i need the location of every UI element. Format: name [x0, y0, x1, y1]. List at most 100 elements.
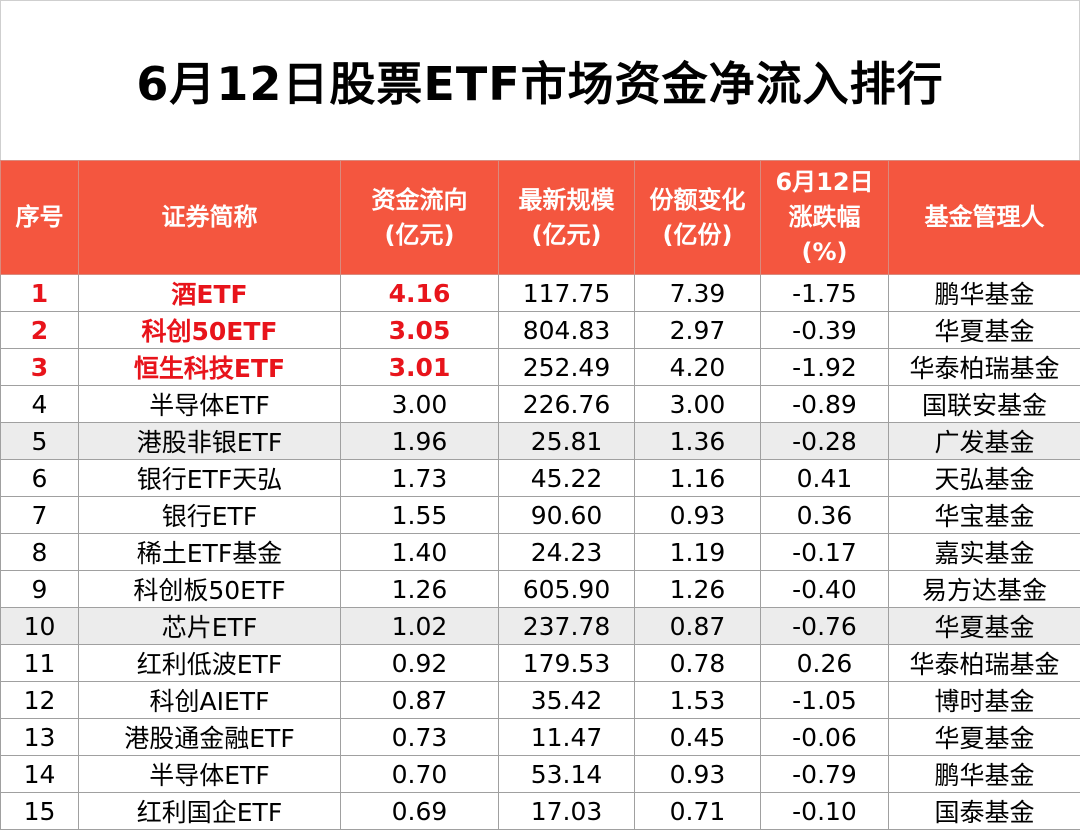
flow-cell: 1.40 — [341, 534, 499, 571]
name-cell: 科创50ETF — [79, 312, 341, 349]
manager-cell: 嘉实基金 — [889, 534, 1080, 571]
flow-cell: 0.69 — [341, 793, 499, 830]
pct-change-cell: -1.05 — [761, 682, 889, 719]
pct-change-cell: -0.06 — [761, 719, 889, 756]
share-change-cell: 2.97 — [635, 312, 761, 349]
flow-cell: 4.16 — [341, 275, 499, 312]
share-change-cell: 1.16 — [635, 460, 761, 497]
name-cell: 酒ETF — [79, 275, 341, 312]
pct-change-cell: -0.39 — [761, 312, 889, 349]
rank-cell: 11 — [1, 645, 79, 682]
flow-cell: 1.73 — [341, 460, 499, 497]
flow-cell: 1.26 — [341, 571, 499, 608]
header-share-change: 份额变化 (亿份) — [635, 161, 761, 275]
scale-cell: 90.60 — [499, 497, 635, 534]
manager-cell: 广发基金 — [889, 423, 1080, 460]
flow-cell: 3.01 — [341, 349, 499, 386]
pct-change-cell: -0.76 — [761, 608, 889, 645]
manager-cell: 鹏华基金 — [889, 275, 1080, 312]
scale-cell: 24.23 — [499, 534, 635, 571]
share-change-cell: 1.36 — [635, 423, 761, 460]
rank-cell: 9 — [1, 571, 79, 608]
flow-cell: 1.55 — [341, 497, 499, 534]
title-bar: 6月12日股票ETF市场资金净流入排行 — [0, 0, 1080, 160]
share-change-cell: 0.78 — [635, 645, 761, 682]
flow-cell: 0.73 — [341, 719, 499, 756]
manager-cell: 华宝基金 — [889, 497, 1080, 534]
name-cell: 红利国企ETF — [79, 793, 341, 830]
header-pct-change: 6月12日 涨跌幅 (%) — [761, 161, 889, 275]
share-change-cell: 0.45 — [635, 719, 761, 756]
pct-change-cell: -0.10 — [761, 793, 889, 830]
scale-cell: 226.76 — [499, 386, 635, 423]
manager-cell: 易方达基金 — [889, 571, 1080, 608]
manager-cell: 博时基金 — [889, 682, 1080, 719]
manager-cell: 鹏华基金 — [889, 756, 1080, 793]
pct-change-cell: -0.28 — [761, 423, 889, 460]
flow-cell: 1.96 — [341, 423, 499, 460]
share-change-cell: 1.19 — [635, 534, 761, 571]
pct-change-cell: -1.92 — [761, 349, 889, 386]
manager-cell: 天弘基金 — [889, 460, 1080, 497]
flow-cell: 0.70 — [341, 756, 499, 793]
rank-cell: 12 — [1, 682, 79, 719]
scale-cell: 45.22 — [499, 460, 635, 497]
share-change-cell: 7.39 — [635, 275, 761, 312]
rank-cell: 7 — [1, 497, 79, 534]
name-cell: 红利低波ETF — [79, 645, 341, 682]
name-cell: 银行ETF天弘 — [79, 460, 341, 497]
share-change-cell: 1.26 — [635, 571, 761, 608]
scale-cell: 53.14 — [499, 756, 635, 793]
scale-cell: 605.90 — [499, 571, 635, 608]
name-cell: 港股通金融ETF — [79, 719, 341, 756]
header-manager: 基金管理人 — [889, 161, 1080, 275]
name-cell: 科创AIETF — [79, 682, 341, 719]
name-cell: 芯片ETF — [79, 608, 341, 645]
name-cell: 半导体ETF — [79, 386, 341, 423]
share-change-cell: 0.93 — [635, 756, 761, 793]
header-flow: 资金流向 (亿元) — [341, 161, 499, 275]
scale-cell: 252.49 — [499, 349, 635, 386]
rank-cell: 13 — [1, 719, 79, 756]
flow-cell: 0.87 — [341, 682, 499, 719]
scale-cell: 17.03 — [499, 793, 635, 830]
share-change-cell: 0.87 — [635, 608, 761, 645]
scale-cell: 11.47 — [499, 719, 635, 756]
manager-cell: 国泰基金 — [889, 793, 1080, 830]
rank-cell: 4 — [1, 386, 79, 423]
scale-cell: 25.81 — [499, 423, 635, 460]
rank-cell: 2 — [1, 312, 79, 349]
name-cell: 恒生科技ETF — [79, 349, 341, 386]
pct-change-cell: -0.79 — [761, 756, 889, 793]
header-scale: 最新规模 (亿元) — [499, 161, 635, 275]
table-header-row: 序号 证券简称 资金流向 (亿元) 最新规模 (亿元) 份额变化 (亿份) 6月… — [1, 161, 1080, 275]
name-cell: 半导体ETF — [79, 756, 341, 793]
share-change-cell: 0.71 — [635, 793, 761, 830]
scale-cell: 179.53 — [499, 645, 635, 682]
rank-cell: 5 — [1, 423, 79, 460]
rank-cell: 15 — [1, 793, 79, 830]
flow-cell: 0.92 — [341, 645, 499, 682]
scale-cell: 35.42 — [499, 682, 635, 719]
header-rank: 序号 — [1, 161, 79, 275]
scale-cell: 117.75 — [499, 275, 635, 312]
page-title: 6月12日股票ETF市场资金净流入排行 — [136, 48, 943, 114]
pct-change-cell: -0.40 — [761, 571, 889, 608]
pct-change-cell: -0.17 — [761, 534, 889, 571]
scale-cell: 804.83 — [499, 312, 635, 349]
manager-cell: 华夏基金 — [889, 312, 1080, 349]
header-name: 证券简称 — [79, 161, 341, 275]
name-cell: 银行ETF — [79, 497, 341, 534]
name-cell: 港股非银ETF — [79, 423, 341, 460]
rank-cell: 1 — [1, 275, 79, 312]
manager-cell: 华夏基金 — [889, 608, 1080, 645]
